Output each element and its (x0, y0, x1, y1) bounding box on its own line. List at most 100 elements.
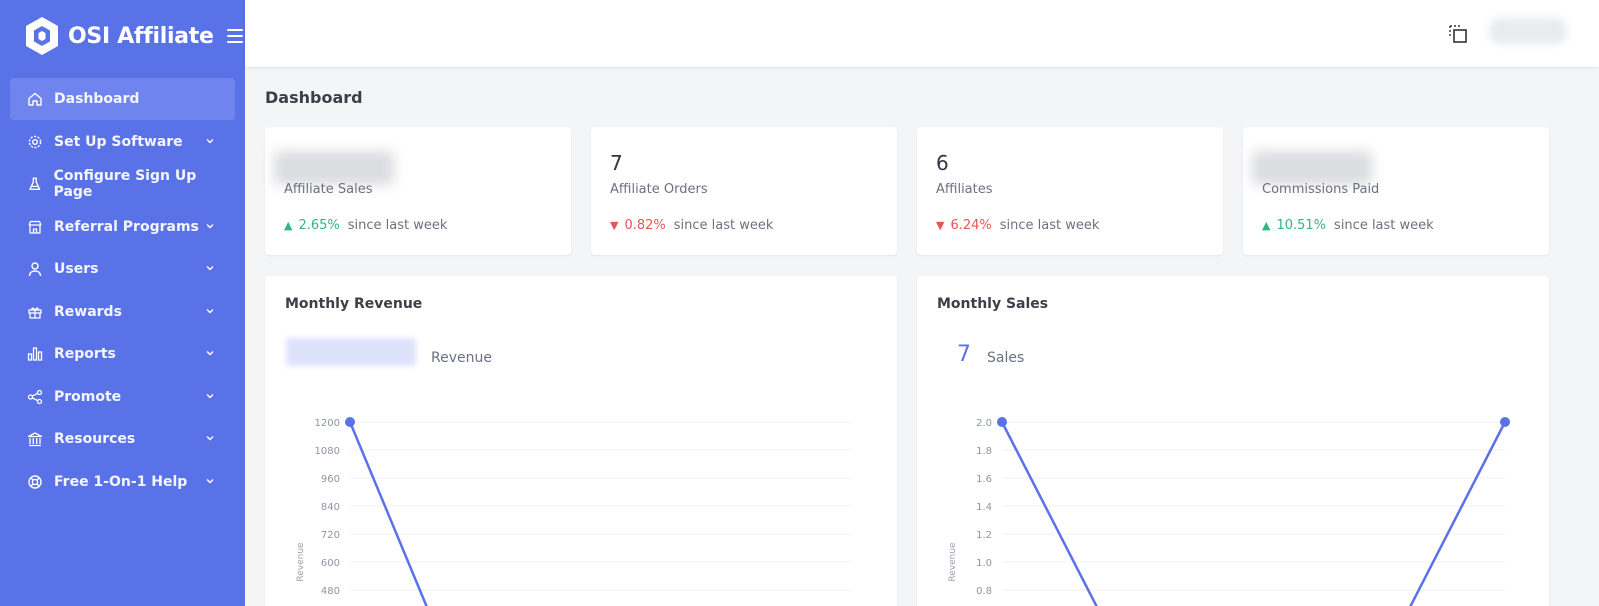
flask-icon (29, 177, 41, 191)
sales-total: 7 (957, 342, 971, 367)
gift-icon (28, 306, 42, 319)
sidebar-item-referral-programs[interactable]: Referral Programs (10, 206, 235, 248)
top-bar (245, 0, 1599, 67)
sidebar-item-set-up-software[interactable]: Set Up Software (10, 121, 235, 163)
sidebar-nav: Dashboard Set Up Software Configure Sign U… (0, 78, 245, 503)
sidebar: OSI Affiliate Dashboard Set Up Software Co… (0, 0, 245, 606)
sidebar-item-label: Promote (54, 388, 122, 405)
sidebar-item-label: Set Up Software (54, 133, 183, 150)
stat-change: ▲ 10.51% since last week (1262, 218, 1434, 233)
bar-chart-icon (27, 347, 43, 361)
sidebar-item-label: Referral Programs (54, 218, 199, 235)
chevron-down-icon (206, 138, 214, 143)
brand: OSI Affiliate (0, 0, 245, 72)
chevron-down-icon (206, 223, 214, 228)
stat-change-period: since last week (347, 218, 448, 233)
arrow-down-icon: ▼ (610, 219, 619, 232)
chart-title: Monthly Sales (937, 296, 1049, 312)
y-tick-label: 840 (321, 502, 340, 513)
y-tick-label: 1.8 (976, 446, 992, 457)
arrow-up-icon: ▲ (284, 219, 293, 232)
y-axis-label: Revenue (296, 542, 306, 582)
fullscreen-icon[interactable] (1448, 24, 1468, 44)
sidebar-item-label: Users (54, 261, 99, 277)
stat-value-hidden (274, 151, 394, 185)
y-tick-label: 1.6 (976, 474, 992, 485)
stat-label: Commissions Paid (1262, 182, 1380, 197)
stat-change-value: 0.82% (624, 218, 666, 233)
share-icon (27, 389, 43, 404)
data-point[interactable] (345, 417, 355, 427)
sidebar-item-label: Free 1-On-1 Help (54, 473, 188, 490)
stat-change-value: 2.65% (298, 218, 340, 233)
lifebuoy-icon (28, 474, 42, 489)
stat-label: Affiliates (936, 182, 993, 197)
chevron-down-icon (206, 436, 214, 441)
sales-total-label: Sales (987, 350, 1025, 366)
stat-value: 7 (610, 151, 623, 175)
series-line (1000, 421, 1507, 606)
chevron-down-icon (206, 478, 214, 483)
user-menu[interactable] (1489, 18, 1567, 44)
stat-value-hidden (1252, 151, 1372, 185)
y-tick-label: 960 (321, 474, 340, 485)
menu-toggle-icon[interactable] (226, 29, 243, 43)
sidebar-item-resources[interactable]: Resources (10, 418, 235, 460)
stat-card: Affiliate Sales ▲ 2.65% since last week (265, 127, 571, 255)
monthly-revenue-card: Monthly Revenue Revenue 1200 1080 960 840 72… (265, 276, 897, 606)
y-tick-label: 480 (321, 586, 340, 597)
stat-change-period: since last week (999, 218, 1100, 233)
y-tick-label: 1.0 (976, 558, 992, 569)
y-axis-label: Revenue (948, 542, 958, 582)
stat-change-period: since last week (673, 218, 774, 233)
arrow-up-icon: ▲ (1262, 219, 1271, 232)
sidebar-item-free-1-on-1-help[interactable]: Free 1-On-1 Help (10, 461, 235, 503)
sidebar-item-label: Configure Sign Up Page (53, 168, 197, 200)
sales-chart: 2.0 1.8 1.6 1.4 1.2 1.0 0.8 Revenue (948, 417, 1510, 606)
data-point[interactable] (997, 417, 1007, 427)
sidebar-item-dashboard[interactable]: Dashboard (10, 78, 235, 120)
stat-value: 6 (936, 151, 949, 175)
y-tick-label: 600 (321, 558, 340, 569)
revenue-chart: 1200 1080 960 840 720 600 480 Revenue (296, 417, 853, 606)
stat-change-period: since last week (1334, 218, 1434, 233)
stat-label: Affiliate Sales (284, 182, 373, 197)
data-point[interactable] (1500, 417, 1510, 427)
chevron-down-icon (206, 266, 214, 271)
chevron-down-icon (206, 393, 214, 398)
store-icon (28, 220, 42, 234)
stat-label: Affiliate Orders (610, 182, 708, 197)
chevron-down-icon (206, 351, 214, 356)
chart-title: Monthly Revenue (285, 296, 423, 312)
user-icon (28, 262, 42, 277)
bank-icon (27, 432, 43, 447)
logo-icon (26, 17, 58, 55)
stat-card: 6 Affiliates ▼ 6.24% since last week (917, 127, 1223, 255)
y-tick-label: 0.8 (976, 586, 992, 597)
sidebar-item-label: Rewards (54, 303, 122, 320)
chevron-down-icon (206, 308, 214, 313)
y-tick-label: 720 (321, 530, 340, 541)
revenue-total (286, 338, 416, 366)
stat-change: ▲ 2.65% since last week (284, 218, 447, 233)
sidebar-item-users[interactable]: Users (10, 248, 235, 290)
sidebar-item-label: Resources (54, 431, 136, 447)
stat-change-value: 6.24% (950, 218, 992, 233)
sidebar-item-configure-sign-up-page[interactable]: Configure Sign Up Page (10, 163, 235, 205)
sidebar-item-promote[interactable]: Promote (10, 376, 235, 418)
stat-change: ▼ 6.24% since last week (936, 218, 1099, 233)
arrow-down-icon: ▼ (936, 219, 945, 232)
y-tick-label: 1.2 (976, 530, 992, 541)
stat-change-value: 10.51% (1276, 218, 1327, 233)
series-line (348, 421, 428, 606)
app-name: OSI Affiliate (68, 23, 214, 49)
y-tick-label: 1200 (315, 418, 340, 429)
page-title: Dashboard (265, 88, 363, 107)
sidebar-item-rewards[interactable]: Rewards (10, 291, 235, 333)
sidebar-item-reports[interactable]: Reports (10, 333, 235, 375)
y-tick-label: 2.0 (976, 418, 992, 429)
stat-change: ▼ 0.82% since last week (610, 218, 773, 233)
sidebar-item-label: Dashboard (54, 91, 140, 107)
monthly-sales-card: Monthly Sales 7 Sales 2.0 1.8 1.6 1.4 1.2 1.0… (917, 276, 1549, 606)
stat-card: 7 Affiliate Orders ▼ 0.82% since last week (591, 127, 897, 255)
